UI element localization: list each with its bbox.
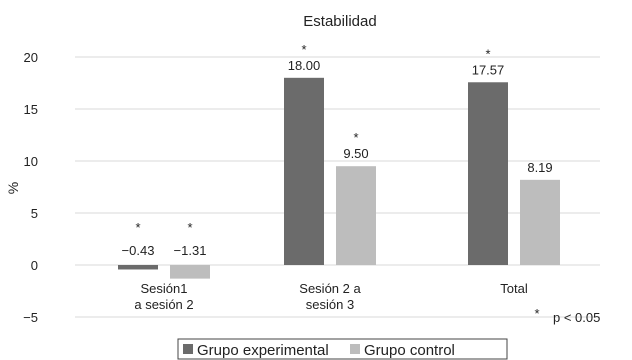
data-label: 8.19 xyxy=(527,160,552,175)
y-tick-label: 15 xyxy=(24,102,38,117)
y-tick-label: −5 xyxy=(23,310,38,325)
significance-star: * xyxy=(187,220,192,235)
significance-star: * xyxy=(485,46,490,61)
significance-star: * xyxy=(353,130,358,145)
bar-experimental xyxy=(118,265,158,270)
y-tick-label: 10 xyxy=(24,154,38,169)
x-tick-label: Total xyxy=(500,281,528,296)
significance-note: p < 0.05 xyxy=(553,310,600,325)
data-label: 17.57 xyxy=(472,62,505,77)
legend-swatch xyxy=(183,344,193,354)
legend: Grupo experimental Grupo control xyxy=(177,338,508,360)
x-tick-label: a sesión 2 xyxy=(134,297,193,312)
y-tick-label: 20 xyxy=(24,50,38,65)
legend-label: Grupo control xyxy=(364,342,455,359)
x-tick-label: sesión 3 xyxy=(306,297,354,312)
significance-star: * xyxy=(135,220,140,235)
bar-experimental xyxy=(468,82,508,265)
y-axis-label: % xyxy=(5,182,21,194)
x-tick-label: Sesión 2 a xyxy=(299,281,361,296)
legend-box xyxy=(177,338,508,360)
y-tick-label: 5 xyxy=(31,206,38,221)
y-tick-label: 0 xyxy=(31,258,38,273)
data-label: −0.43 xyxy=(122,243,155,258)
data-label: −1.31 xyxy=(174,243,207,258)
bar-control xyxy=(520,179,560,265)
legend-swatch xyxy=(350,344,360,354)
x-tick-label: Sesión1 xyxy=(141,281,188,296)
significance-star: * xyxy=(301,42,306,57)
bar-control xyxy=(170,265,210,279)
bar-experimental xyxy=(284,77,324,265)
chart-text: 20 15 10 5 0 −5% Estabilidad −0.43 * −1.31 * Sesión… xyxy=(5,13,600,325)
significance-symbol: * xyxy=(534,306,539,321)
data-label: 9.50 xyxy=(343,146,368,161)
data-label: 18.00 xyxy=(288,58,321,73)
bar-control xyxy=(336,166,376,265)
bars xyxy=(118,77,560,279)
legend-label: Grupo experimental xyxy=(197,342,329,359)
chart-title: Estabilidad xyxy=(303,13,376,30)
